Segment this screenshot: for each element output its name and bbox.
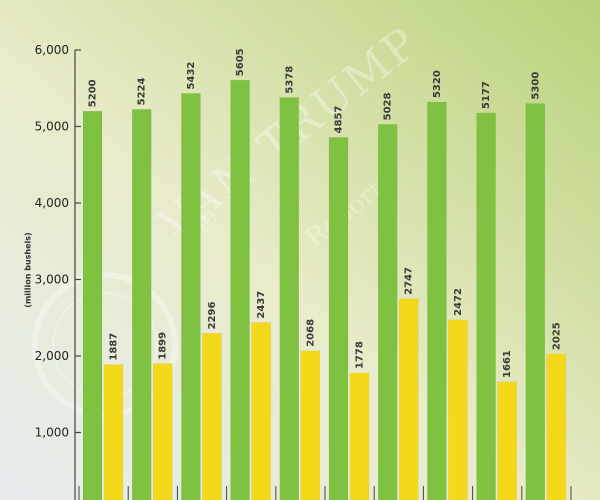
bar-value-label: 5378 — [284, 66, 295, 94]
y-tick-label: 5,000 — [35, 120, 69, 134]
bar — [497, 381, 517, 500]
bar-value-label: 5605 — [235, 48, 246, 76]
bar — [131, 109, 152, 500]
y-tick-label: 2,000 — [35, 349, 69, 363]
bar-value-label: 4857 — [334, 106, 345, 134]
bar — [398, 298, 419, 500]
bar-value-label: 2068 — [305, 319, 316, 347]
bar — [448, 319, 468, 500]
bar-value-label: 2472 — [453, 288, 464, 316]
bar — [230, 79, 250, 500]
bar — [525, 103, 546, 500]
y-tick-label: 6,000 — [35, 43, 69, 57]
bar — [181, 93, 201, 500]
bar — [300, 350, 321, 500]
bar — [103, 364, 124, 500]
bar-value-label: 1899 — [158, 332, 169, 360]
bar — [251, 322, 271, 500]
bar — [377, 124, 398, 500]
bar-value-label: 2437 — [256, 291, 267, 319]
bar-value-label: 5224 — [137, 77, 148, 105]
bar — [476, 112, 496, 500]
y-tick-label: 3,000 — [35, 273, 69, 287]
bar-value-label: 5300 — [530, 72, 541, 100]
bar — [328, 137, 349, 500]
y-axis-label: (million bushels) — [23, 232, 33, 308]
bar — [427, 101, 447, 500]
bar-value-label: 1778 — [355, 341, 366, 369]
bar-value-label: 1887 — [109, 333, 120, 361]
bar-value-label: 5200 — [88, 79, 99, 107]
bar-value-label: 1661 — [502, 350, 513, 378]
bar — [546, 353, 567, 500]
bar — [152, 363, 173, 500]
bar-value-label: 2747 — [404, 267, 415, 295]
bar-value-label: 5177 — [481, 81, 492, 109]
bar-value-label: 5028 — [383, 92, 394, 120]
bar — [279, 97, 300, 500]
bar — [202, 333, 222, 500]
bar-value-label: 2296 — [207, 301, 218, 329]
y-tick-label: 4,000 — [35, 196, 69, 210]
y-tick-label: 1,000 — [35, 426, 69, 440]
bar — [349, 372, 370, 500]
bar-value-label: 5320 — [432, 70, 443, 98]
bar-value-label: 5432 — [186, 62, 197, 90]
bar — [82, 110, 103, 500]
bar-value-label: 2025 — [551, 322, 562, 350]
